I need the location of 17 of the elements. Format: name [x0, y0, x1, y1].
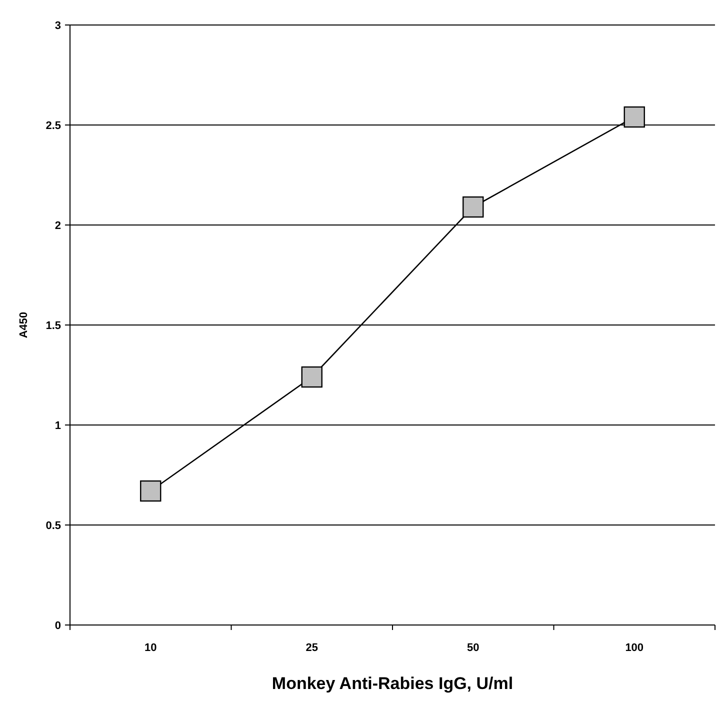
y-tick-label: 2	[54, 220, 61, 232]
y-tick-label: 1.5	[46, 320, 61, 332]
y-axis-title: A450	[18, 312, 30, 338]
y-tick-label: 1	[54, 420, 61, 432]
y-tick-label: 0.5	[46, 520, 61, 532]
x-axis-title: Monkey Anti-Rabies IgG, U/ml	[272, 674, 514, 693]
point	[301, 366, 322, 388]
y-tick-label: 3	[54, 20, 61, 32]
point	[462, 196, 484, 218]
point	[140, 480, 162, 502]
y-tick-label: 2.5	[46, 120, 61, 132]
x-tick-label: 25	[306, 642, 318, 654]
point	[624, 106, 645, 128]
x-tick-label: 100	[625, 642, 644, 654]
x-tick-label: 10	[144, 642, 157, 654]
x-tick-label: 50	[467, 642, 480, 654]
y-tick-label: 0	[54, 620, 61, 632]
